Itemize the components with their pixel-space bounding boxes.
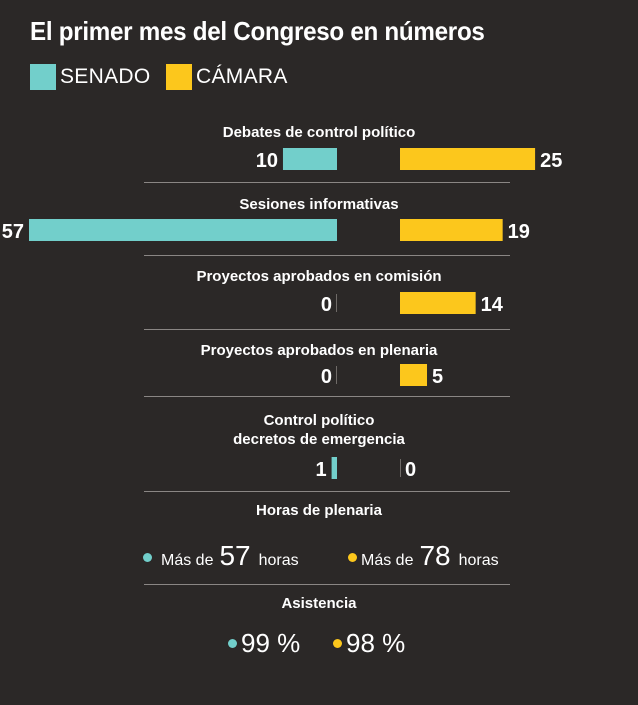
attendance-senado: 99 % [228, 628, 300, 659]
camara-dot-icon [348, 553, 357, 562]
value-label-camara: 5 [432, 366, 443, 388]
category-title: Control político decretos de emergencia [0, 411, 638, 449]
value-label-camara: 19 [508, 221, 530, 243]
attendance-camara-value: 98 % [346, 628, 406, 658]
value-label-camara: 14 [481, 294, 504, 316]
legend-swatch-camara [166, 64, 192, 90]
divider [144, 329, 510, 330]
value-label-senado: 10 [256, 150, 278, 172]
hours-senado: Más de 57 horas [143, 540, 299, 572]
hours-camara-suffix: horas [458, 552, 499, 569]
category-title-line: Debates de control político [222, 124, 416, 141]
bar-camara [400, 292, 476, 314]
category-title-line: Control político [263, 412, 375, 429]
hours-title: Horas de plenaria [256, 502, 382, 519]
chart-title: El primer mes del Congreso en números [30, 16, 485, 46]
attendance-title: Asistencia [281, 595, 357, 612]
divider [144, 584, 510, 585]
bar-camara [400, 364, 428, 386]
category-title-line: Proyectos aprobados en plenaria [200, 342, 438, 359]
attendance-row: 99 % 98 % [0, 628, 638, 662]
attendance-senado-value: 99 % [241, 628, 301, 658]
hours-camara: Más de 78 horas [348, 540, 499, 572]
value-label-senado: 0 [321, 366, 332, 388]
bar-senado-zero [336, 294, 337, 312]
value-label-camara: 25 [540, 150, 562, 172]
category-title: Debates de control político [0, 123, 638, 142]
bar-senado [29, 219, 337, 241]
senado-dot-icon [228, 639, 237, 648]
category-title-line: Sesiones informativas [239, 196, 399, 213]
bar-camara [400, 219, 503, 241]
category-title: Sesiones informativas [0, 195, 638, 214]
bar-senado [282, 148, 337, 170]
senado-dot-icon [143, 553, 152, 562]
category-title-line: decretos de emergencia [233, 431, 405, 448]
divider [144, 396, 510, 397]
attendance-camara: 98 % [333, 628, 405, 659]
value-label-senado: 57 [2, 221, 24, 243]
bar-senado [331, 457, 337, 479]
category-title-line: Proyectos aprobados en comisión [196, 268, 442, 285]
legend-label-senado: SENADO [60, 65, 151, 88]
divider [144, 255, 510, 256]
legend-item-camara: CÁMARA [166, 64, 288, 90]
value-label-camara: 0 [405, 459, 416, 481]
divider [144, 182, 510, 183]
legend-swatch-senado [30, 64, 56, 90]
hours-senado-value: 57 [219, 540, 251, 571]
divider [144, 491, 510, 492]
category-title: Proyectos aprobados en plenaria [0, 341, 638, 360]
hours-camara-value: 78 [419, 540, 451, 571]
bar-camara-zero [400, 459, 401, 477]
value-label-senado: 0 [321, 294, 332, 316]
value-label-senado: 1 [315, 459, 326, 481]
hours-senado-suffix: horas [258, 552, 299, 569]
hours-camara-prefix: Más de [361, 552, 414, 569]
bar-camara [400, 148, 536, 170]
bar-senado-zero [336, 366, 337, 384]
hours-senado-prefix: Más de [161, 552, 214, 569]
legend-item-senado: SENADO [30, 64, 151, 90]
category-title: Proyectos aprobados en comisión [0, 267, 638, 286]
legend-label-camara: CÁMARA [196, 65, 288, 88]
camara-dot-icon [333, 639, 342, 648]
hours-row: Más de 57 horas Más de 78 horas [0, 540, 638, 572]
